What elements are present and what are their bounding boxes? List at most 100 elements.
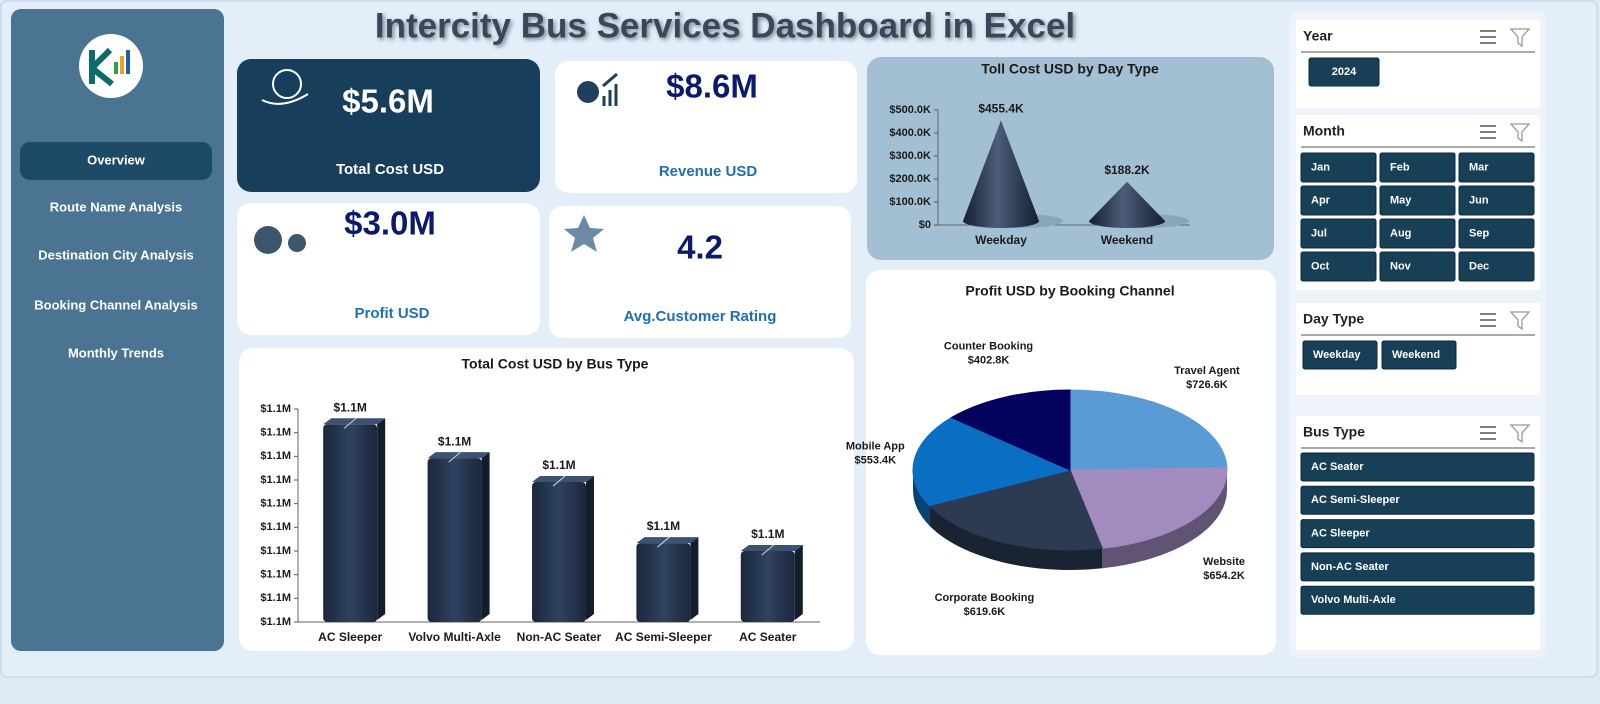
nav-item[interactable]: Booking Channel Analysis bbox=[34, 297, 198, 312]
value-label: $1.1M bbox=[751, 527, 784, 541]
kpi-card bbox=[237, 203, 540, 335]
slicer-button[interactable] bbox=[1300, 585, 1535, 615]
x-tick-label: Non-AC Seater bbox=[517, 630, 602, 644]
slicer-item[interactable]: Mar bbox=[1469, 161, 1489, 173]
slicer-button[interactable] bbox=[1379, 185, 1456, 216]
multi-select-icon[interactable] bbox=[1480, 125, 1496, 139]
slicer-item[interactable]: Weekday bbox=[1313, 349, 1361, 361]
slicer-button[interactable] bbox=[1458, 185, 1535, 216]
multi-select-icon[interactable] bbox=[1480, 313, 1496, 327]
slicer-button[interactable] bbox=[1302, 340, 1378, 370]
slicer-item[interactable]: AC Sleeper bbox=[1311, 528, 1370, 540]
chart-title: Profit USD by Booking Channel bbox=[965, 283, 1174, 299]
logo bbox=[79, 34, 143, 98]
multi-select-icon[interactable] bbox=[1480, 426, 1496, 440]
data-label-name: Counter Booking bbox=[944, 340, 1033, 352]
clear-filter-icon[interactable] bbox=[1509, 311, 1531, 331]
slice bbox=[1069, 389, 1228, 471]
data-label-name: Mobile App bbox=[846, 441, 905, 453]
slicer-item[interactable]: Non-AC Seater bbox=[1311, 561, 1389, 573]
slicer-button[interactable] bbox=[1300, 452, 1535, 482]
slicer-button[interactable] bbox=[1458, 152, 1535, 183]
nav-item[interactable]: Monthly Trends bbox=[68, 345, 164, 360]
slicer-button[interactable] bbox=[1458, 218, 1535, 249]
bar-top bbox=[740, 544, 803, 551]
slicer-title: Bus Type bbox=[1303, 424, 1365, 440]
leader-line bbox=[761, 544, 775, 556]
bar-side bbox=[481, 452, 490, 620]
slicer-item[interactable]: Jul bbox=[1311, 227, 1327, 239]
nav-item[interactable]: Overview bbox=[87, 152, 146, 167]
clear-filter-icon[interactable] bbox=[1509, 424, 1531, 444]
slice-side bbox=[929, 505, 1103, 570]
data-label-value: $726.6K bbox=[1186, 379, 1228, 391]
y-tick-label: $500.0K bbox=[889, 104, 931, 116]
slicer-item[interactable]: Sep bbox=[1469, 227, 1489, 239]
bar-top bbox=[427, 452, 490, 459]
slicer-button[interactable] bbox=[1300, 185, 1377, 216]
slicer-button[interactable] bbox=[1381, 340, 1457, 370]
y-tick-label: $1.1M bbox=[260, 474, 291, 486]
leader-line bbox=[343, 417, 357, 429]
slicer-title: Month bbox=[1303, 123, 1345, 139]
x-tick-label: Volvo Multi-Axle bbox=[408, 630, 501, 644]
slicer-item[interactable]: Weekend bbox=[1392, 349, 1440, 361]
sidebar bbox=[11, 9, 224, 651]
x-tick-label: AC Semi-Sleeper bbox=[615, 630, 712, 644]
chart-title: Toll Cost USD by Day Type bbox=[981, 61, 1159, 77]
slicer-button[interactable] bbox=[1308, 57, 1380, 87]
x-tick-label: Weekend bbox=[1101, 233, 1153, 247]
slicer-button[interactable] bbox=[1300, 152, 1377, 183]
slice bbox=[912, 417, 1072, 507]
clear-filter-icon[interactable] bbox=[1509, 123, 1531, 143]
cone bbox=[963, 120, 1039, 228]
slicer-item[interactable]: 2024 bbox=[1332, 66, 1357, 78]
kpi-value: $8.6M bbox=[666, 68, 758, 105]
value-label: $1.1M bbox=[438, 434, 471, 448]
nav-item[interactable]: Route Name Analysis bbox=[50, 199, 182, 214]
y-tick-label: $1.1M bbox=[260, 403, 291, 415]
cone bbox=[1089, 181, 1165, 228]
nav-item[interactable]: Destination City Analysis bbox=[38, 247, 194, 262]
slicer-item[interactable]: Jan bbox=[1311, 161, 1330, 173]
kpi-icon bbox=[254, 226, 282, 254]
slicer-button[interactable] bbox=[1379, 218, 1456, 249]
y-tick-label: $1.1M bbox=[260, 616, 291, 628]
slicer-item[interactable]: Feb bbox=[1390, 161, 1410, 173]
multi-select-icon[interactable] bbox=[1480, 30, 1496, 44]
slicer-item[interactable]: Volvo Multi-Axle bbox=[1311, 594, 1396, 606]
slicer-item[interactable]: Aug bbox=[1390, 227, 1411, 239]
slicer-button[interactable] bbox=[1300, 251, 1377, 282]
slicer-item[interactable]: Nov bbox=[1390, 260, 1412, 272]
slicer-button[interactable] bbox=[1300, 552, 1535, 582]
bar-top bbox=[532, 476, 594, 483]
slicer-title: Day Type bbox=[1303, 311, 1364, 327]
slicer-item[interactable]: Oct bbox=[1311, 260, 1330, 272]
slicer-button[interactable] bbox=[1300, 485, 1535, 515]
slicer-item[interactable]: AC Semi-Sleeper bbox=[1311, 494, 1400, 506]
nav-active[interactable] bbox=[20, 142, 212, 180]
kpi-label: Profit USD bbox=[355, 305, 430, 322]
slicer-button[interactable] bbox=[1379, 251, 1456, 282]
data-label-value: $553.4K bbox=[855, 455, 897, 467]
y-tick-label: $300.0K bbox=[889, 150, 931, 162]
slicer-item[interactable]: Jun bbox=[1469, 194, 1489, 206]
slicer-item[interactable]: May bbox=[1390, 194, 1412, 206]
slicer-item[interactable]: Dec bbox=[1469, 260, 1489, 272]
slicer-item[interactable]: AC Seater bbox=[1311, 461, 1364, 473]
y-tick-label: $1.1M bbox=[260, 498, 291, 510]
bar-side bbox=[794, 544, 803, 620]
slicer-button[interactable] bbox=[1379, 152, 1456, 183]
bar bbox=[323, 424, 378, 622]
slicer-button[interactable] bbox=[1458, 251, 1535, 282]
slicer-button[interactable] bbox=[1300, 218, 1377, 249]
y-tick-label: $0 bbox=[919, 219, 931, 231]
value-label: $188.2K bbox=[1104, 163, 1150, 177]
slicer-button[interactable] bbox=[1300, 519, 1535, 549]
value-label: $1.1M bbox=[334, 400, 367, 414]
bar-side bbox=[690, 537, 699, 620]
clear-filter-icon[interactable] bbox=[1509, 28, 1531, 48]
slicer-item[interactable]: Apr bbox=[1311, 194, 1331, 206]
y-tick-label: $400.0K bbox=[889, 127, 931, 139]
